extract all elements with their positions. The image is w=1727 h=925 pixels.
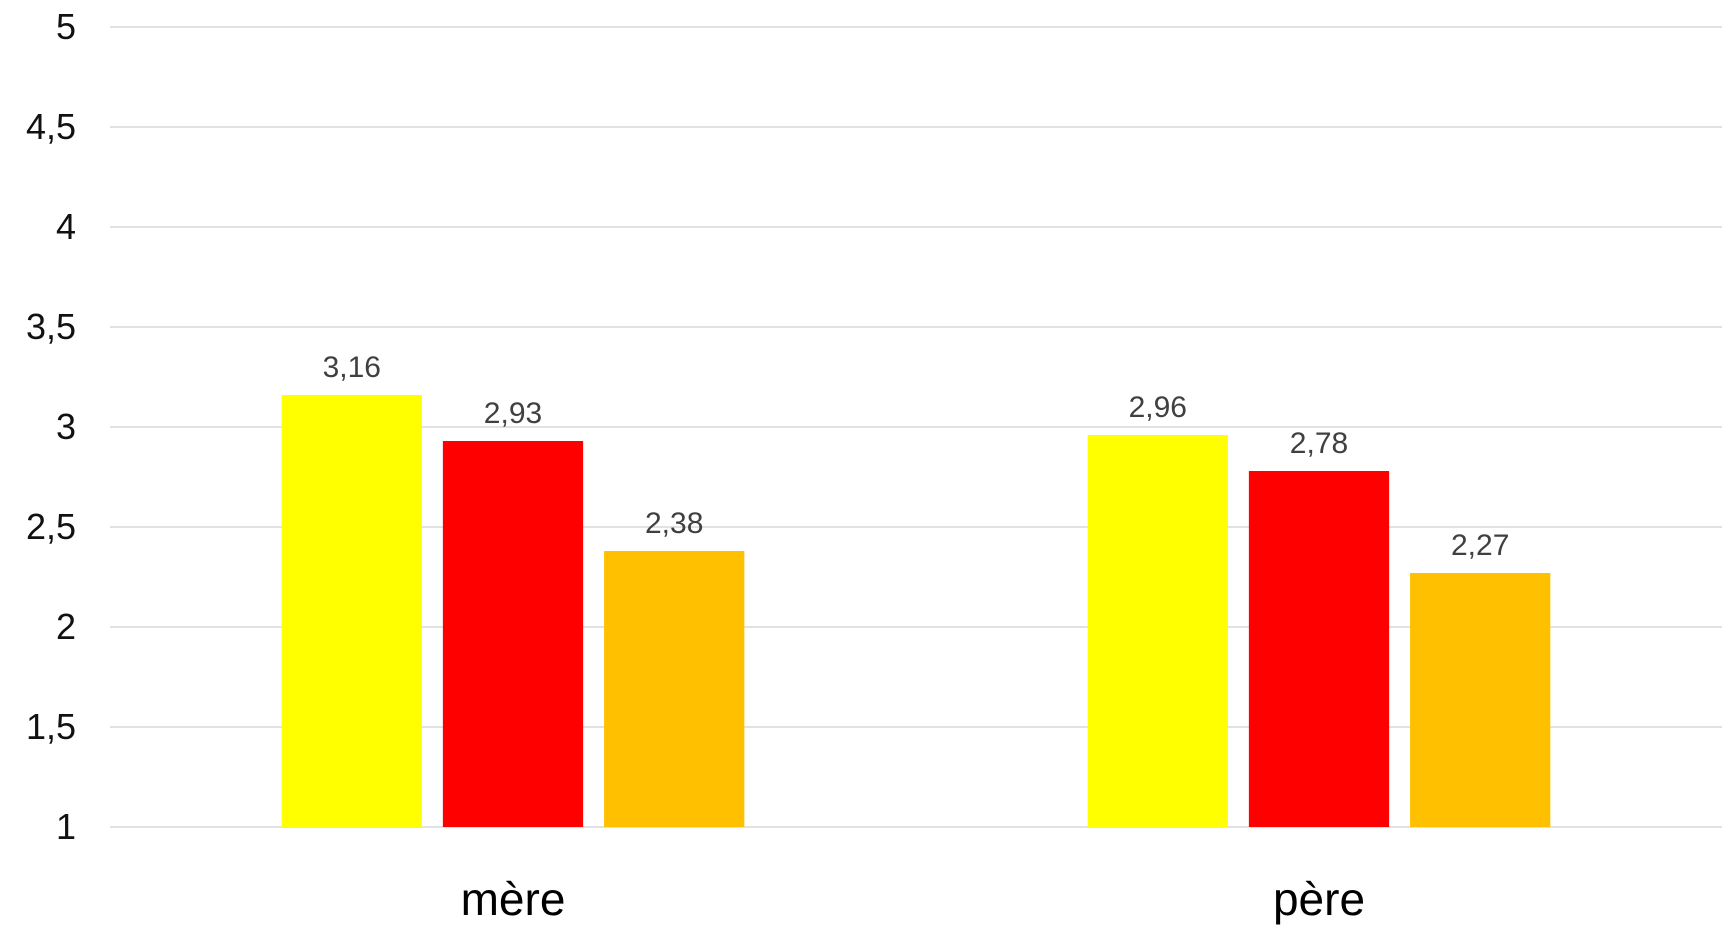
- y-tick-label: 2: [56, 606, 76, 647]
- y-tick-label: 4,5: [26, 106, 76, 147]
- bar: [1410, 573, 1551, 827]
- bar: [442, 441, 584, 827]
- y-tick-label: 1: [56, 806, 76, 847]
- y-tick-label: 1,5: [26, 706, 76, 747]
- data-label: 3,16: [323, 351, 381, 384]
- data-label: 2,78: [1290, 427, 1348, 460]
- bar: [1087, 435, 1228, 827]
- x-category-label: mère: [461, 873, 566, 925]
- y-tick-label: 2,5: [26, 506, 76, 547]
- data-label: 2,93: [484, 397, 542, 430]
- bars: [281, 395, 1551, 827]
- category-labels: mère père: [461, 873, 1365, 925]
- bar: [281, 395, 422, 827]
- y-tick-label: 4: [56, 206, 76, 247]
- y-tick-label: 3,5: [26, 306, 76, 347]
- y-tick-label: 3: [56, 406, 76, 447]
- data-label: 2,27: [1451, 529, 1509, 562]
- bar: [604, 551, 745, 827]
- data-label: 2,38: [645, 507, 703, 540]
- x-category-label: père: [1273, 873, 1365, 925]
- data-label: 2,96: [1129, 391, 1187, 424]
- y-tick-label: 5: [56, 6, 76, 47]
- data-labels: 3,16 2,93 2,38 2,96 2,78 2,27: [323, 351, 1510, 562]
- y-axis-tick-labels: 1 1,5 2 2,5 3 3,5 4 4,5 5: [26, 6, 76, 847]
- bar: [1248, 471, 1390, 827]
